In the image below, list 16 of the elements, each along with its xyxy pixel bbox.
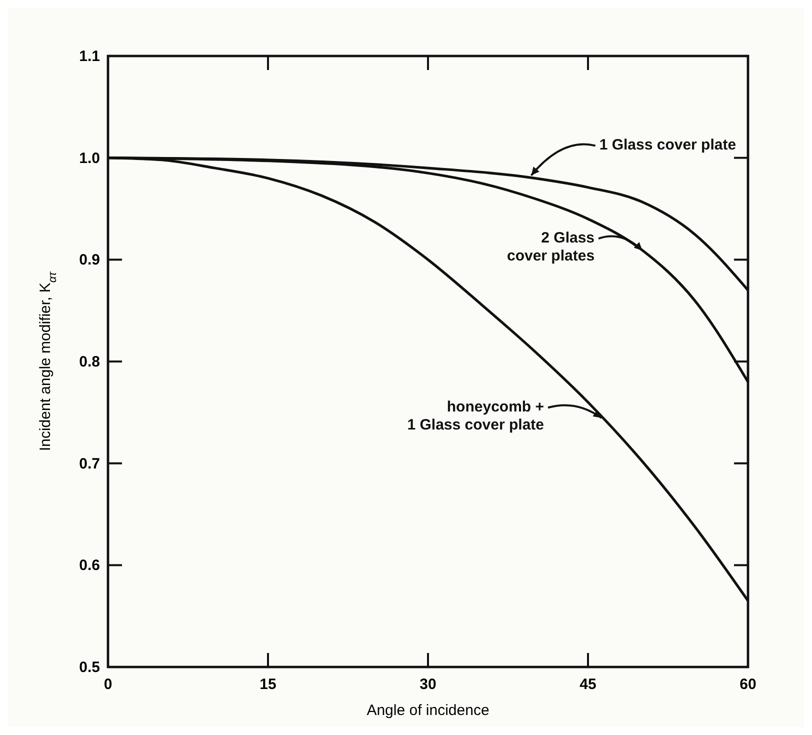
- y-tick-label: 1.0: [79, 150, 100, 167]
- y-tick-label: 1.1: [79, 48, 100, 65]
- y-tick-label: 0.7: [79, 455, 100, 472]
- y-tick-label: 0.8: [79, 354, 100, 370]
- x-axis-title: Angle of incidence: [366, 702, 490, 719]
- legend-label: honeycomb + 1 Glass cover plate: [407, 398, 544, 434]
- x-tick-label: 0: [104, 676, 112, 693]
- x-tick-label: 60: [740, 676, 756, 693]
- y-tick-label: 0.5: [79, 659, 100, 676]
- text: 1 Glass cover plate: [599, 136, 736, 154]
- x-tick-label: 45: [580, 676, 596, 693]
- legend-label: 2 Glass cover plates: [506, 230, 595, 265]
- y-tick-label: 0.9: [79, 252, 100, 269]
- y-tick-label: 0.6: [79, 557, 100, 574]
- x-tick-label: 30: [420, 676, 436, 693]
- x-tick-label: 15: [260, 676, 276, 693]
